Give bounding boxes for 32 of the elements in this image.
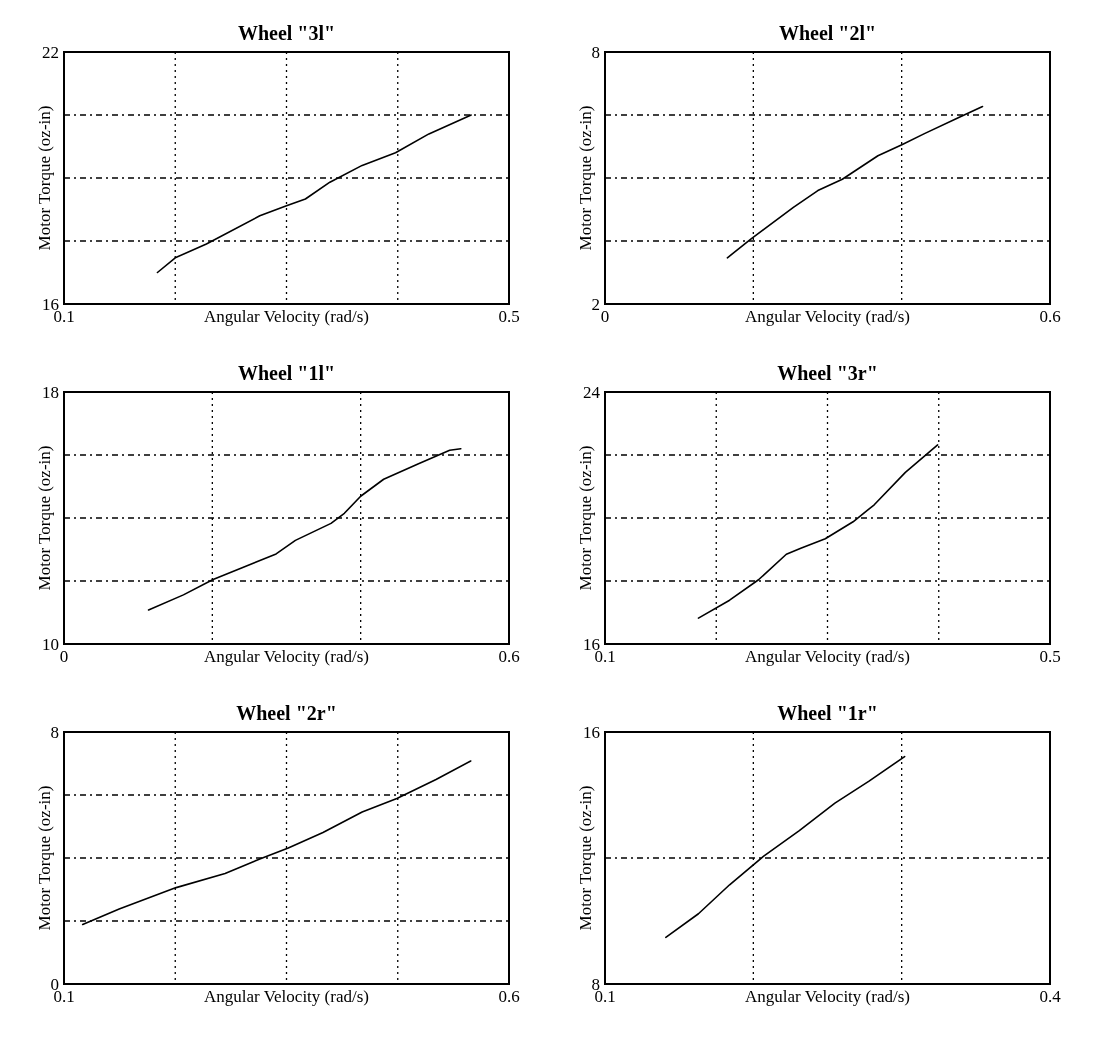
chart-title: Wheel "1r" (777, 702, 878, 724)
x-axis-title: Angular Velocity (rad/s) (745, 307, 910, 326)
x-axis-title: Angular Velocity (rad/s) (745, 647, 910, 666)
x-tick-label: 0.6 (498, 987, 520, 1006)
y-tick-label: 8 (50, 722, 59, 742)
x-axis-title: Angular Velocity (rad/s) (745, 987, 910, 1006)
y-axis-title: Motor Torque (oz-in) (576, 105, 595, 251)
chart-title: Wheel "1l" (237, 362, 336, 384)
y-axis-title: Motor Torque (oz-in) (35, 445, 54, 591)
y-axis-title: Motor Torque (oz-in) (35, 785, 54, 931)
y-tick-label: 22 (42, 42, 59, 62)
x-axis-title: Angular Velocity (rad/s) (204, 307, 369, 326)
chart-title: Wheel "2r" (236, 702, 337, 724)
x-tick-label: 0.5 (1039, 647, 1061, 666)
y-axis-title: Motor Torque (oz-in) (35, 105, 54, 251)
y-tick-label: 18 (42, 382, 59, 402)
y-tick-label: 24 (583, 382, 601, 402)
y-tick-label: 16 (583, 722, 600, 742)
x-tick-label: 0.6 (498, 647, 520, 666)
chart-title: Wheel "3r" (777, 362, 878, 384)
x-tick-label: 0.4 (1039, 987, 1062, 1006)
y-tick-label: 8 (591, 42, 600, 62)
x-axis-title: Angular Velocity (rad/s) (204, 647, 369, 666)
y-axis-title: Motor Torque (oz-in) (576, 445, 595, 591)
y-axis-title: Motor Torque (oz-in) (576, 785, 595, 931)
x-tick-label: 0.6 (1039, 307, 1061, 326)
y-tick-label: 10 (42, 634, 59, 654)
y-tick-label: 2 (591, 294, 600, 314)
x-axis-title: Angular Velocity (rad/s) (204, 987, 369, 1006)
chart-title: Wheel "2l" (778, 22, 877, 44)
x-tick-label: 0.5 (498, 307, 520, 326)
chart-title: Wheel "3l" (237, 22, 336, 44)
